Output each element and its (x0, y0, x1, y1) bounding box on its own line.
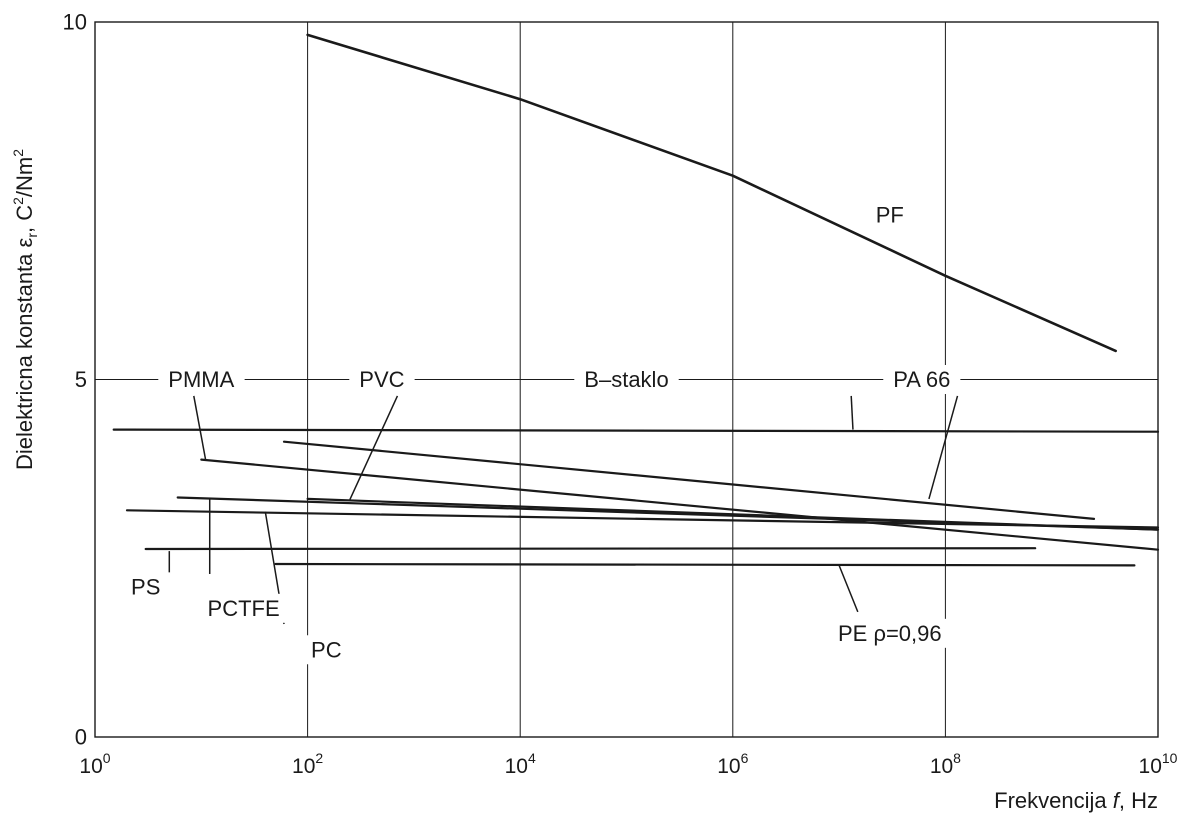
series-label-backdrop (349, 365, 415, 394)
y-axis-label-superscript: 2 (10, 197, 26, 205)
y-axis-label-mid: , C (12, 205, 37, 233)
series-label-pvc: PVC (359, 367, 404, 392)
x-tick-label: 104 (505, 750, 536, 778)
plot-frame (94, 21, 1159, 738)
leader-line-pa-66 (928, 395, 959, 500)
x-tick-label: 100 (79, 750, 110, 778)
series-label-b-staklo: B–staklo (584, 367, 668, 392)
leader-line-b-staklo (850, 395, 854, 430)
x-tick-labels: 100 102 104 106 108 1010 (79, 750, 1177, 778)
x-axis-label: Frekvencija f, Hz (994, 788, 1158, 813)
series-line-ps (144, 547, 1037, 551)
y-tick-labels: 0 5 10 (63, 10, 87, 750)
x-tick-label: 108 (930, 750, 961, 778)
series-line-pa-66 (282, 440, 1096, 521)
series-label-pf: PF (876, 203, 904, 228)
series-label-pc: PC (311, 637, 342, 662)
leader-line-pmma (193, 395, 207, 461)
series-label-backdrop (865, 200, 914, 230)
series-label-backdrop (301, 635, 352, 665)
y-axis-label-unit: /Nm (12, 157, 37, 197)
x-tick-label: 106 (717, 750, 748, 778)
y-axis-label-subscript: r (24, 233, 40, 238)
y-tick-label: 5 (75, 367, 87, 392)
x-axis-label-unit: , Hz (1119, 788, 1158, 813)
series-label-pmma: PMMA (168, 367, 234, 392)
series-label-backdrop (827, 618, 952, 648)
series-label-pa-66: PA 66 (893, 367, 950, 392)
series-line-pc (125, 509, 1160, 529)
series-label-backdrop (197, 593, 290, 623)
y-tick-label: 10 (63, 10, 87, 35)
series-line-pf (306, 33, 1117, 353)
series-label-backdrop (158, 365, 245, 394)
series-labels: PF PMMA PVC B–staklo PA 66 PS PCTFE PC PE ρ=0,96 (121, 200, 961, 665)
x-axis-label-prefix: Frekvencija (994, 788, 1113, 813)
y-tick-label: 0 (75, 725, 87, 750)
leader-line-pe-0-96 (838, 565, 859, 613)
series-label-pe-0-96: PE ρ=0,96 (838, 621, 942, 646)
y-axis-label-superscript-2: 2 (10, 149, 26, 157)
series-label-ps: PS (131, 574, 160, 599)
x-tick-label: 1010 (1139, 750, 1178, 778)
series-label-pctfe: PCTFE (208, 596, 280, 621)
series-line-pe-0-96 (274, 562, 1136, 567)
leader-line-pvc (349, 395, 399, 500)
series-label-backdrop (121, 572, 171, 602)
series-label-backdrop (574, 365, 679, 394)
y-axis-label-prefix: Dielektricna konstanta ε (12, 237, 37, 470)
x-axis-label-symbol: f (1113, 788, 1122, 813)
y-axis-label: Dielektricna konstanta εr, C2/Nm2 (10, 149, 40, 470)
series-line-b-staklo (112, 428, 1160, 433)
series-label-backdrop (883, 365, 961, 394)
x-tick-label: 102 (292, 750, 323, 778)
